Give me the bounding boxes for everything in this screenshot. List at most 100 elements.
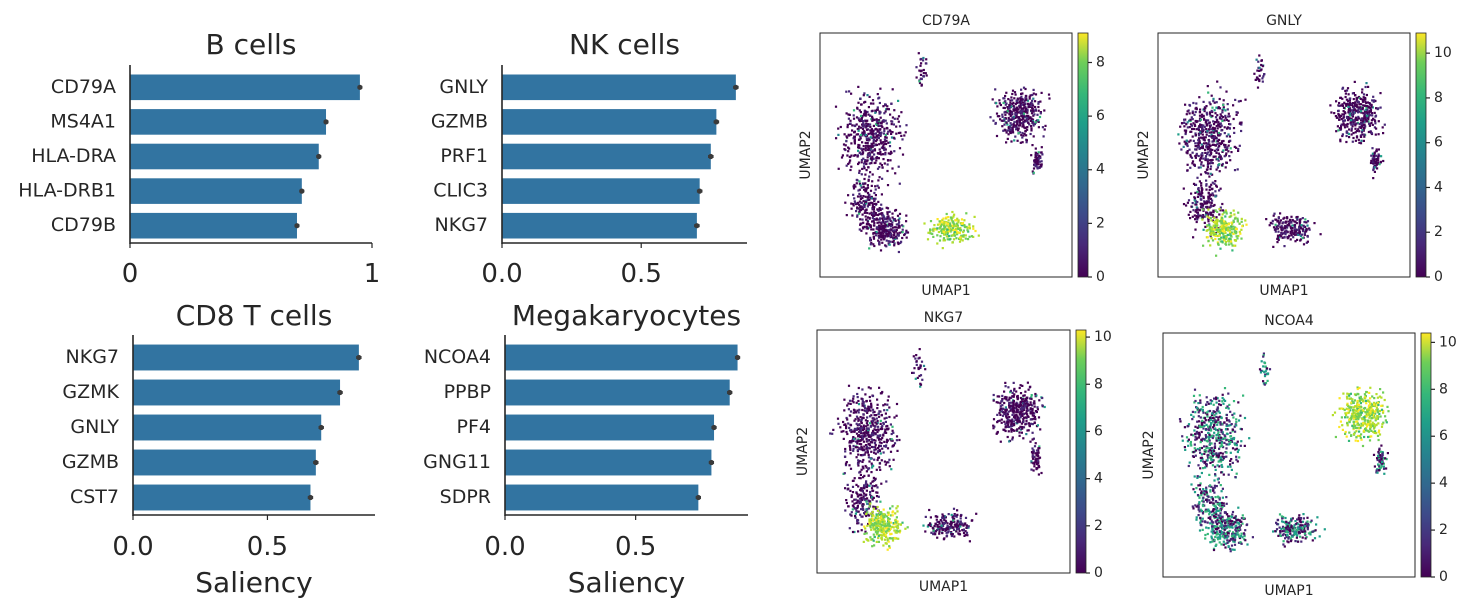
- cell-point: [884, 136, 887, 139]
- cell-point: [1372, 100, 1375, 103]
- cell-point: [875, 540, 878, 543]
- error-bar-center: [695, 494, 701, 501]
- cell-point: [894, 519, 897, 522]
- cell-point: [1340, 123, 1343, 126]
- error-bar-center: [357, 84, 363, 90]
- bar: [130, 178, 302, 204]
- cell-point: [1301, 233, 1304, 236]
- cell-point: [1277, 224, 1280, 227]
- cell-point: [1212, 120, 1215, 123]
- cell-point: [875, 134, 878, 137]
- cell-point: [837, 127, 840, 130]
- cell-point: [912, 355, 915, 358]
- cell-point: [852, 117, 856, 120]
- cell-point: [1256, 69, 1259, 72]
- cell-point: [1207, 402, 1210, 405]
- cell-point: [1026, 102, 1030, 105]
- cell-point: [868, 405, 871, 409]
- cell-point: [1228, 243, 1231, 246]
- cell-point: [941, 221, 944, 224]
- cell-point: [864, 483, 867, 486]
- cell-point: [864, 393, 867, 396]
- cell-point: [866, 451, 869, 454]
- cell-point: [862, 440, 865, 443]
- cell-point: [866, 134, 869, 137]
- colorbar-tick-label: 2: [1434, 224, 1443, 240]
- cell-point: [975, 512, 978, 515]
- cell-point: [869, 171, 872, 174]
- cell-point: [876, 505, 879, 509]
- cell-point: [1036, 451, 1039, 454]
- cell-point: [854, 512, 857, 515]
- cell-point: [1015, 413, 1018, 417]
- cell-point: [1216, 157, 1219, 161]
- cell-point: [1031, 455, 1034, 458]
- cell-point: [1020, 407, 1023, 411]
- cell-point: [871, 445, 874, 449]
- cell-point: [943, 222, 946, 225]
- cell-point: [862, 200, 865, 203]
- cell-point: [1212, 234, 1216, 237]
- cell-point: [857, 399, 860, 403]
- cell-point: [1191, 135, 1194, 138]
- cell-point: [891, 223, 894, 226]
- cell-point: [879, 141, 883, 144]
- cell-point: [1218, 107, 1222, 110]
- cell-point: [1221, 218, 1224, 221]
- cell-point: [1032, 469, 1035, 472]
- cell-point: [871, 145, 874, 148]
- cell-point: [870, 518, 873, 522]
- cell-point: [884, 133, 887, 136]
- cell-point: [884, 403, 887, 406]
- cell-point: [1337, 109, 1340, 113]
- cell-point: [1210, 152, 1213, 155]
- cell-point: [1343, 101, 1346, 104]
- cell-point: [892, 136, 895, 139]
- cell-point: [950, 522, 953, 525]
- cell-point: [857, 129, 860, 132]
- cell-point: [880, 222, 883, 225]
- cell-point: [887, 517, 890, 520]
- cell-point: [1347, 99, 1350, 102]
- cell-point: [956, 520, 959, 523]
- cell-point: [940, 524, 943, 527]
- cell-point: [1338, 101, 1341, 105]
- cell-point: [943, 233, 946, 236]
- cell-point: [876, 407, 879, 410]
- cell-point: [872, 237, 876, 240]
- cell-point: [1349, 122, 1352, 125]
- cell-point: [855, 509, 858, 512]
- cell-point: [869, 157, 873, 160]
- cell-point: [1036, 408, 1039, 411]
- cell-point: [1011, 408, 1014, 411]
- cell-point: [1346, 122, 1349, 126]
- cell-point: [918, 81, 922, 85]
- cell-point: [884, 148, 887, 151]
- cell-point: [1019, 124, 1022, 127]
- cell-point: [860, 523, 863, 526]
- cell-point: [1221, 213, 1224, 216]
- cell-point: [872, 157, 875, 160]
- cell-point: [1221, 209, 1224, 212]
- cell-point: [1019, 403, 1023, 407]
- cell-point: [1191, 151, 1194, 154]
- cell-point: [1002, 129, 1005, 132]
- cell-point: [846, 483, 849, 486]
- cell-point: [1225, 224, 1228, 227]
- cell-point: [1018, 405, 1021, 408]
- cell-point: [867, 429, 870, 432]
- cell-point: [1373, 166, 1376, 169]
- cell-point: [1025, 120, 1029, 123]
- cell-point: [880, 131, 883, 134]
- cell-point: [1208, 201, 1211, 204]
- cell-point: [891, 511, 894, 514]
- cell-point: [1014, 109, 1017, 112]
- cell-point: [862, 94, 865, 97]
- cell-point: [903, 134, 906, 137]
- cell-point: [864, 135, 867, 138]
- cell-point: [1011, 395, 1014, 398]
- cell-point: [877, 513, 880, 516]
- cell-point: [875, 495, 879, 498]
- cell-point: [856, 446, 859, 449]
- cell-point: [864, 159, 867, 162]
